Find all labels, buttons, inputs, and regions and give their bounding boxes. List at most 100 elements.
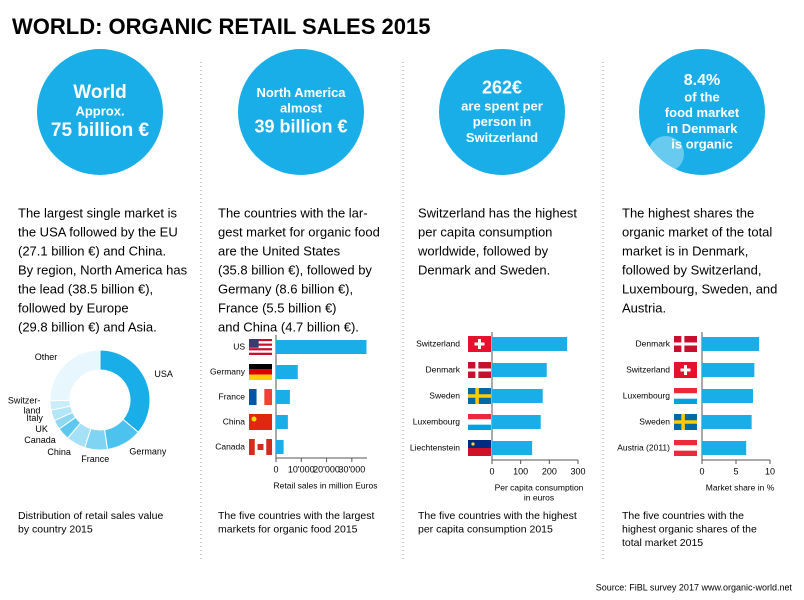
bar <box>492 363 547 377</box>
bar <box>702 389 753 403</box>
bar <box>702 415 752 429</box>
description: followed by Switzerland, <box>622 262 761 277</box>
donut-segment <box>99 349 151 433</box>
description: Denmark and Sweden. <box>418 262 550 277</box>
description: the USA followed by the EU <box>18 224 178 239</box>
flag <box>468 368 491 372</box>
caption: by country 2015 <box>18 523 93 535</box>
category-label: China <box>223 416 245 426</box>
flag <box>674 420 697 424</box>
description: The countries with the lar- <box>218 205 368 220</box>
page-title: WORLD: ORGANIC RETAIL SALES 2015 <box>12 14 430 39</box>
circle-text: 75 billion € <box>51 120 150 141</box>
description: The largest single market is <box>18 205 177 220</box>
x-tick-label: 0 <box>273 464 278 474</box>
flag <box>251 416 257 422</box>
segment-label: Switzer-land <box>8 396 41 416</box>
x-tick-label: 0 <box>699 466 704 476</box>
source: Source: FiBL survey 2017 www.organic-wor… <box>596 582 793 592</box>
description: are the United States <box>218 243 341 258</box>
flag <box>674 342 697 346</box>
x-axis-label: Retail sales in million Euros <box>274 480 378 490</box>
flag <box>471 442 475 446</box>
caption: The five countries with the highest <box>418 510 577 522</box>
flag <box>474 342 485 346</box>
segment-label: USA <box>154 369 173 379</box>
donut-segment <box>49 349 101 402</box>
category-label: Denmark <box>426 364 461 374</box>
x-tick-label: 0 <box>489 466 494 476</box>
flag <box>249 343 272 346</box>
category-label: Luxembourg <box>413 416 461 426</box>
bar <box>276 440 284 454</box>
flag <box>249 341 272 344</box>
segment-label: China <box>47 447 71 457</box>
category-label: France <box>219 391 246 401</box>
bar <box>276 415 288 429</box>
bar <box>702 337 760 351</box>
bar <box>492 441 533 455</box>
flag <box>249 348 272 351</box>
category-label: Sweden <box>429 390 460 400</box>
flag-icon <box>674 414 697 430</box>
flag <box>674 450 697 456</box>
x-tick-label: 5 <box>733 466 738 476</box>
flag-icon <box>249 339 272 355</box>
headline-circle <box>238 49 364 175</box>
description: The highest shares the <box>622 205 754 220</box>
flag-icon <box>468 336 491 352</box>
category-label: Switzerland <box>626 364 670 374</box>
description: France (5.5 billion €) <box>218 300 337 315</box>
description: organic market of the total <box>622 224 772 239</box>
flag <box>468 419 491 425</box>
flag-icon <box>468 388 491 404</box>
circle-text: almost <box>280 100 323 115</box>
category-label: Sweden <box>639 416 670 426</box>
description: worldwide, followed by <box>417 243 549 258</box>
flag <box>249 339 259 348</box>
flag-icon <box>674 362 697 378</box>
category-label: US <box>233 341 245 351</box>
circle-text: in Denmark <box>667 121 739 136</box>
flag <box>266 439 272 455</box>
segment-label: France <box>81 454 109 464</box>
segment-label: Canada <box>24 435 56 445</box>
circle-text: are spent per <box>461 99 543 114</box>
x-tick-label: 10'000 <box>288 464 315 474</box>
x-tick-label: 20'000 <box>313 464 340 474</box>
description: and China (4.7 billion €). <box>218 319 359 334</box>
flag <box>249 339 272 342</box>
bar <box>276 365 298 379</box>
x-tick-label: 30'000 <box>338 464 365 474</box>
headline-circle <box>37 49 163 175</box>
flag-icon <box>249 364 272 380</box>
flag <box>674 445 697 451</box>
category-label: Germany <box>210 366 246 376</box>
bar <box>492 337 568 351</box>
caption: Distribution of retail sales value <box>18 510 163 522</box>
description: (27.1 billion €) and China. <box>18 243 166 258</box>
flag <box>468 424 491 430</box>
description: By region, North America has <box>18 262 188 277</box>
flag <box>468 448 491 456</box>
flag-icon <box>468 414 491 430</box>
flag-icon <box>674 440 697 456</box>
flag <box>674 440 697 446</box>
flag <box>674 388 697 394</box>
caption: The five countries with the largest <box>218 510 374 522</box>
flag <box>674 393 697 399</box>
description: Switzerland has the highest <box>418 205 577 220</box>
bar <box>492 389 543 403</box>
caption: per capita consumption 2015 <box>418 523 553 535</box>
x-tick-label: 200 <box>542 466 557 476</box>
bar <box>492 415 541 429</box>
flag-icon <box>249 414 272 430</box>
circle-text: Switzerland <box>466 130 538 145</box>
caption: markets for organic food 2015 <box>218 523 358 535</box>
x-tick-label: 300 <box>570 466 585 476</box>
flag <box>249 345 272 349</box>
circle-text: of the <box>684 90 719 105</box>
flag <box>468 394 491 398</box>
flag-icon <box>249 389 272 405</box>
